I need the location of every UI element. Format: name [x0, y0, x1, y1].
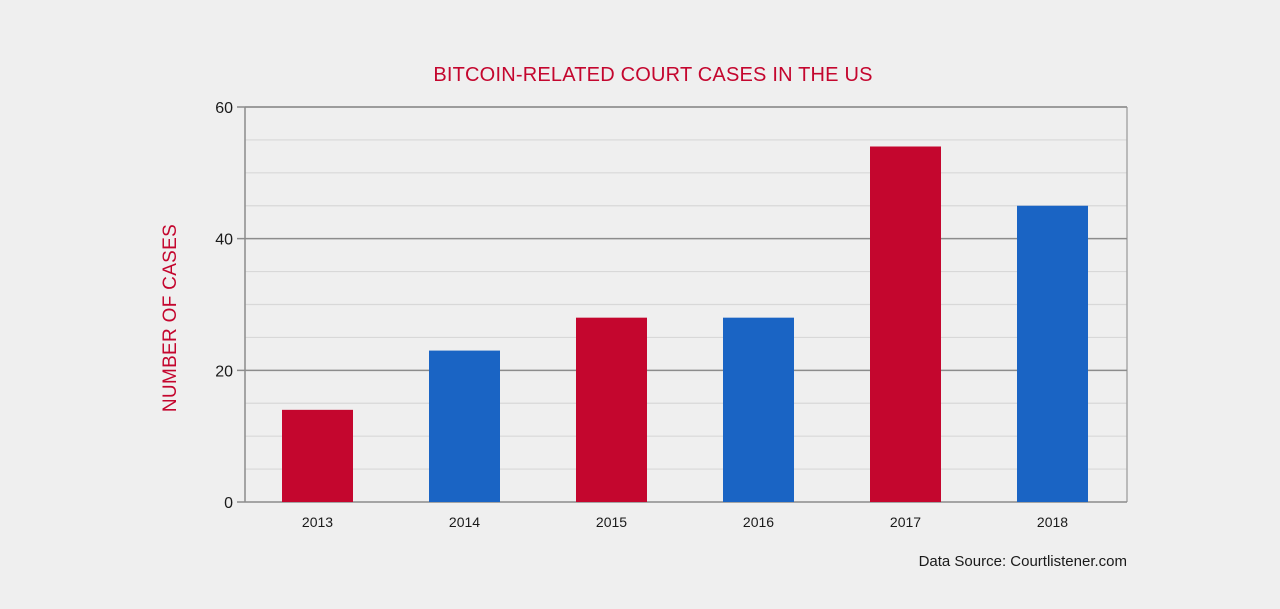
x-tick-label: 2018: [1037, 514, 1068, 530]
y-tick-labels: 0 20 40 60: [215, 100, 233, 512]
x-tick-label: 2013: [302, 514, 333, 530]
x-tick-label: 2014: [449, 514, 480, 530]
bar-2013: [282, 409, 353, 502]
data-source-note: Data Source: Courtlistener.com: [919, 553, 1127, 570]
y-axis-label: NUMBER OF CASES: [160, 224, 181, 412]
x-tick-label: 2016: [743, 514, 774, 530]
y-tick-label: 0: [224, 495, 233, 512]
x-tick-label: 2015: [596, 514, 627, 530]
bar-2016: [723, 317, 794, 502]
x-tick-labels: 2013 2014 2015 2016 2017 2018: [302, 514, 1068, 530]
bars: [282, 146, 1088, 502]
gridlines: [237, 106, 1128, 503]
bar-2015: [576, 317, 647, 502]
bar-2017: [870, 146, 941, 502]
chart-title: BITCOIN-RELATED COURT CASES IN THE US: [433, 64, 872, 86]
bar-2018: [1017, 205, 1088, 502]
bar-2014: [429, 350, 500, 502]
x-tick-label: 2017: [890, 514, 921, 530]
y-tick-label: 20: [215, 363, 233, 380]
y-tick-label: 40: [215, 232, 233, 249]
y-tick-label: 60: [215, 100, 233, 117]
